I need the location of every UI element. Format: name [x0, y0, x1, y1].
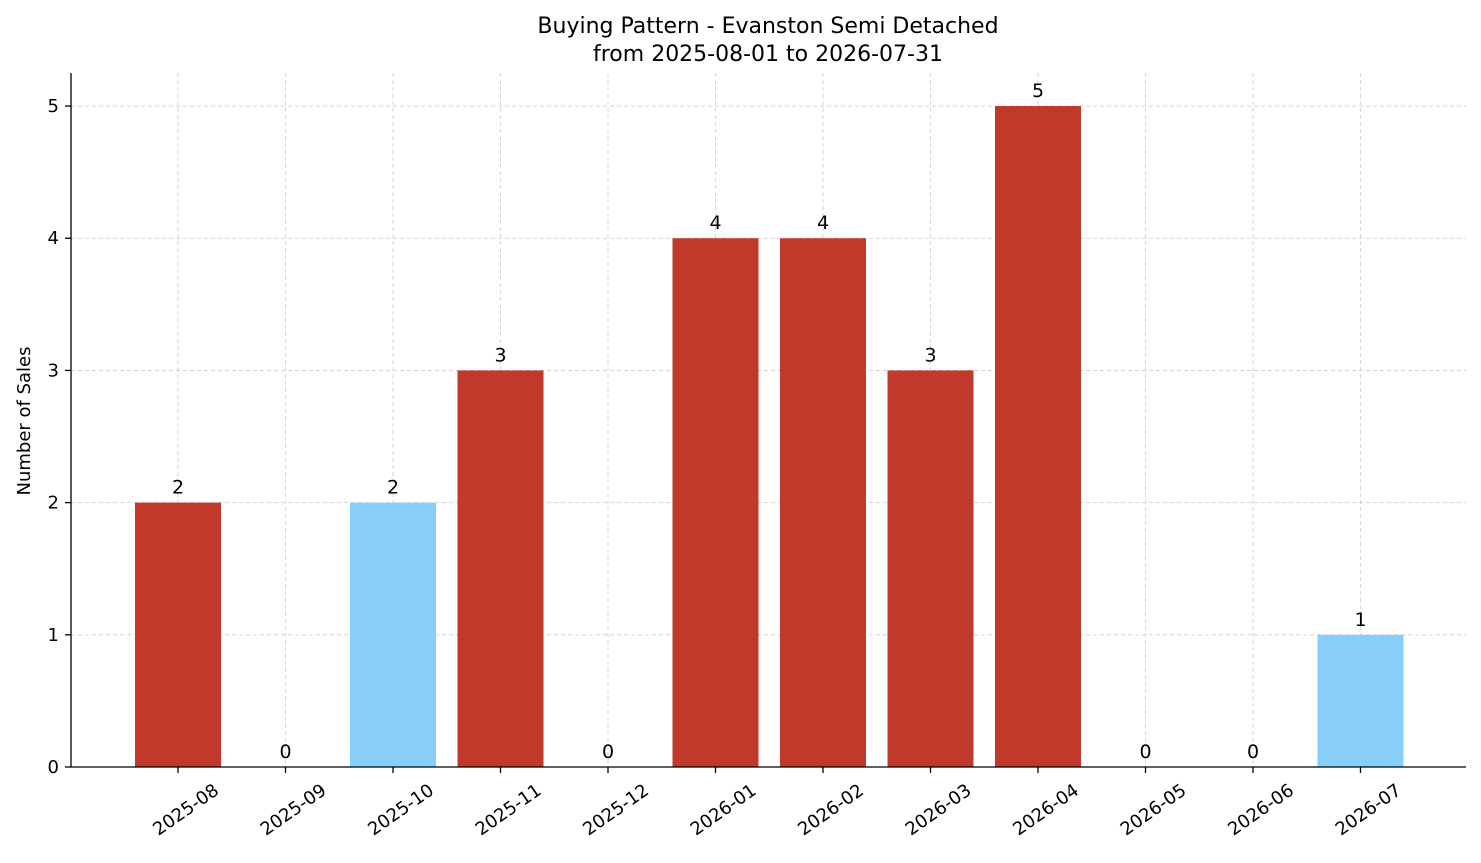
- bar-value-label: 4: [709, 212, 721, 234]
- bar-value-label: 0: [1247, 741, 1259, 763]
- bar-value-label: 0: [602, 741, 614, 763]
- x-tick-label: 2026-06: [1224, 780, 1298, 840]
- x-tick-label: 2025-12: [579, 780, 653, 840]
- bar: [350, 502, 436, 767]
- y-tick-label: 4: [48, 228, 59, 249]
- bar-value-label: 3: [924, 344, 936, 366]
- bar: [1317, 634, 1404, 767]
- bar-value-label: 1: [1354, 609, 1366, 631]
- bar: [672, 238, 759, 767]
- y-axis-label: Number of Sales: [14, 346, 35, 495]
- x-tick-label: 2026-05: [1117, 780, 1191, 840]
- axes: [70, 73, 1466, 768]
- bar-value-label: 5: [1032, 80, 1044, 102]
- bar: [457, 370, 544, 767]
- x-tick-label: 2025-08: [149, 780, 223, 840]
- grid: [71, 73, 1466, 767]
- y-tick-label: 3: [48, 360, 59, 381]
- x-tick-label: 2026-04: [1009, 780, 1083, 840]
- x-tick-label: 2025-09: [257, 780, 331, 840]
- y-ticks: 0 1 2 3 4 5: [48, 96, 71, 778]
- bar: [780, 238, 866, 767]
- bar-value-label: 3: [494, 344, 506, 366]
- x-ticks: 2025-08 2025-09 2025-10 2025-11 2025-12 2026-…: [149, 767, 1405, 840]
- x-tick-label: 2026-03: [902, 780, 976, 840]
- x-tick-label: 2026-02: [794, 780, 868, 840]
- bar-value-label: 4: [817, 212, 829, 234]
- x-tick-label: 2025-10: [364, 780, 438, 840]
- bar: [135, 502, 221, 767]
- y-tick-label: 0: [48, 757, 59, 778]
- bar-value-label: 2: [387, 477, 399, 499]
- bar-value-label: 2: [172, 477, 184, 499]
- bar: [887, 370, 974, 767]
- y-tick-label: 5: [48, 96, 59, 117]
- x-tick-label: 2026-07: [1332, 780, 1406, 840]
- bar-value-label: 0: [1139, 741, 1151, 763]
- y-tick-label: 2: [48, 493, 59, 514]
- bar-labels: 2 0 2 3 0 4 4 3 5 0 0 1: [172, 80, 1367, 763]
- y-tick-label: 1: [48, 625, 59, 646]
- chart-title: Buying Pattern - Evanston Semi Detached: [537, 14, 998, 39]
- bar-value-label: 0: [279, 741, 291, 763]
- bar: [995, 106, 1081, 768]
- chart-subtitle: from 2025-08-01 to 2026-07-31: [593, 42, 943, 67]
- bars: [135, 106, 1404, 768]
- x-tick-label: 2026-01: [687, 780, 761, 840]
- x-tick-label: 2025-11: [472, 780, 546, 840]
